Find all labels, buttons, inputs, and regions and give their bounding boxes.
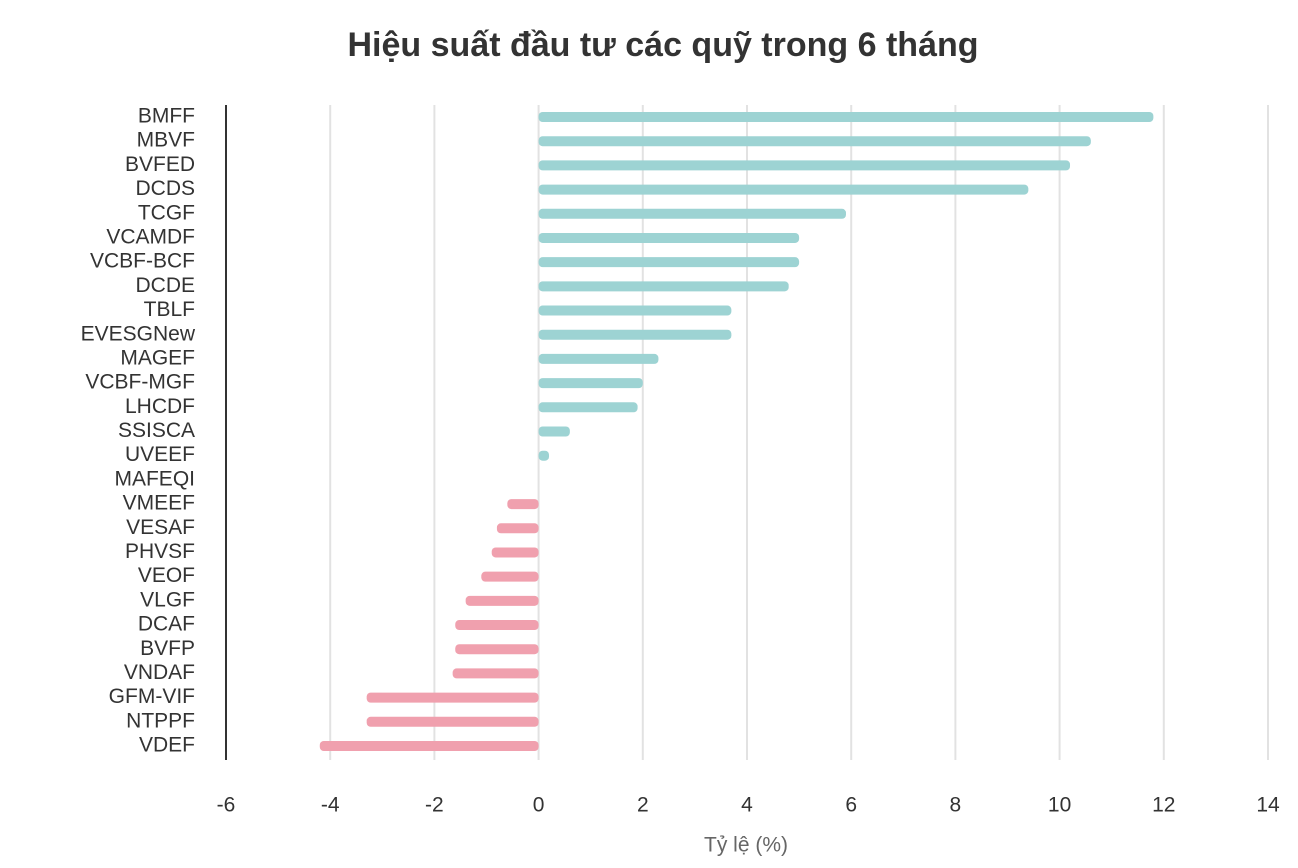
chart-title: Hiệu suất đầu tư các quỹ trong 6 tháng xyxy=(347,26,978,64)
y-tick-label: UVEEF xyxy=(125,443,195,466)
x-tick-label: 4 xyxy=(741,794,753,817)
bar xyxy=(455,644,539,655)
x-tick-label: 14 xyxy=(1256,794,1280,817)
bar xyxy=(538,257,800,268)
y-tick-label: VDEF xyxy=(139,734,195,757)
x-tick-label: 10 xyxy=(1048,794,1071,817)
y-tick-label: SSISCA xyxy=(118,419,195,442)
bar xyxy=(465,595,539,606)
y-tick-label: LHCDF xyxy=(125,395,195,418)
y-tick-label: VCBF-MGF xyxy=(85,371,195,394)
x-tick-label: 12 xyxy=(1152,794,1175,817)
bar xyxy=(538,402,638,413)
x-tick-label: -2 xyxy=(425,794,444,817)
y-tick-label: VESAF xyxy=(126,516,195,539)
bar xyxy=(496,523,539,534)
bar xyxy=(538,305,732,316)
bar xyxy=(455,620,539,631)
y-tick-label: DCAF xyxy=(138,613,195,636)
y-tick-label: VCBF-BCF xyxy=(90,250,195,273)
bar xyxy=(366,692,539,703)
x-tick-label: -4 xyxy=(321,794,340,817)
bar xyxy=(538,450,550,461)
y-tick-label: BVFP xyxy=(140,637,195,660)
y-tick-label: BVFED xyxy=(125,153,195,176)
bar xyxy=(538,353,659,364)
x-tick-label: 8 xyxy=(950,794,962,817)
bar xyxy=(538,136,1091,147)
bar xyxy=(538,184,1029,195)
bar xyxy=(538,329,732,340)
x-tick-label: 0 xyxy=(533,794,545,817)
y-tick-label: TCGF xyxy=(138,201,195,224)
bar xyxy=(538,281,789,292)
bar xyxy=(491,547,539,558)
y-tick-label: MBVF xyxy=(137,129,195,152)
x-tick-label: -6 xyxy=(217,794,236,817)
bar xyxy=(538,426,570,437)
bar xyxy=(538,232,800,243)
y-tick-label: EVESGNew xyxy=(81,322,196,345)
bar xyxy=(481,571,539,582)
y-tick-label: MAFEQI xyxy=(114,467,195,490)
y-tick-label: GFM-VIF xyxy=(109,685,195,708)
y-tick-label: DCDS xyxy=(135,177,195,200)
y-tick-label: NTPPF xyxy=(126,709,195,732)
y-tick-label: VMEEF xyxy=(123,492,195,515)
y-tick-label: TBLF xyxy=(144,298,195,321)
y-tick-label: VNDAF xyxy=(124,661,195,684)
x-tick-label: 6 xyxy=(845,794,857,817)
bar xyxy=(538,378,643,389)
y-tick-label: VCAMDF xyxy=(106,226,195,249)
y-tick-label: BMFF xyxy=(138,105,195,128)
y-tick-label: MAGEF xyxy=(120,346,195,369)
y-tick-label: VLGF xyxy=(140,588,195,611)
bar xyxy=(538,160,1071,171)
y-tick-label: VEOF xyxy=(138,564,195,587)
bar xyxy=(538,208,846,219)
y-tick-label: PHVSF xyxy=(125,540,195,563)
bar xyxy=(538,112,1154,122)
y-tick-label: DCDE xyxy=(135,274,195,297)
bar xyxy=(319,741,539,751)
bar xyxy=(507,499,539,510)
bar xyxy=(452,668,539,679)
bar xyxy=(366,716,539,727)
x-tick-label: 2 xyxy=(637,794,649,817)
x-axis-label: Tỷ lệ (%) xyxy=(704,834,788,857)
